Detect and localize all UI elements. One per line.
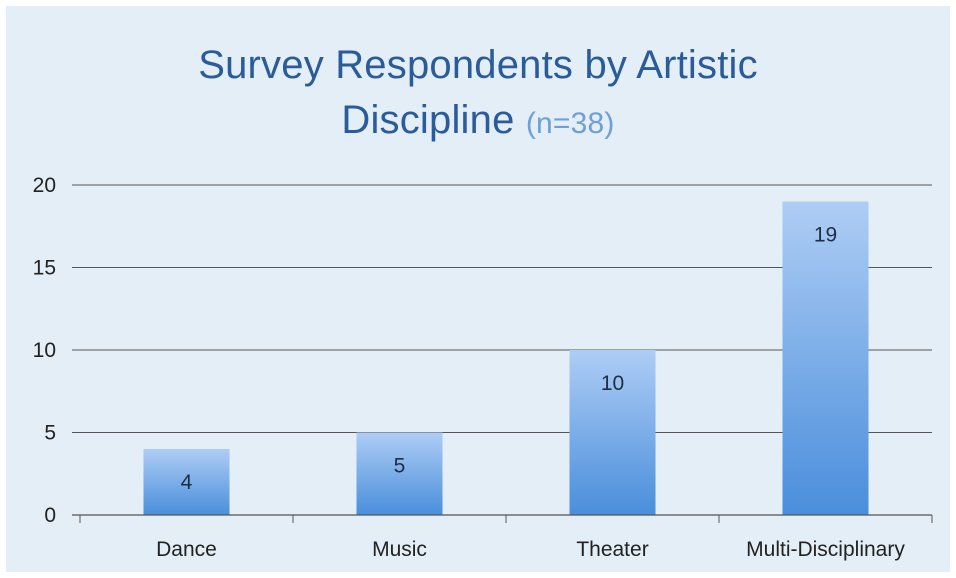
data-labels: 4 5 10 19 [181, 224, 838, 495]
x-category-label-dance: Dance [156, 538, 217, 561]
y-tick-label-20: 20 [33, 174, 56, 197]
x-axis-category-labels: Dance Music Theater Multi-Disciplinary [156, 538, 905, 561]
chart-title-line-2-text: Discipline [341, 98, 515, 142]
y-axis-tick-labels: 0 5 10 15 20 [33, 174, 56, 527]
bars [143, 201, 869, 515]
bar-multi-disciplinary [782, 201, 869, 515]
chart-subtitle: (n=38) [525, 107, 615, 140]
x-axis [72, 514, 933, 523]
y-tick-label-0: 0 [44, 504, 56, 527]
data-label-theater: 10 [601, 372, 624, 395]
data-label-dance: 4 [181, 471, 193, 494]
bar-theater [569, 350, 656, 515]
y-tick-label-15: 15 [33, 257, 56, 280]
chart-title-line-2: Discipline (n=38) [0, 93, 956, 151]
y-tick-label-10: 10 [33, 339, 56, 362]
x-category-label-multi-disciplinary: Multi-Disciplinary [746, 538, 905, 561]
data-label-multi-disciplinary: 19 [814, 224, 837, 247]
chart-title: Survey Respondents by Artistic Disciplin… [0, 38, 956, 151]
bar-dance [143, 449, 230, 515]
y-tick-label-5: 5 [44, 422, 56, 445]
x-category-label-music: Music [372, 538, 427, 561]
bar-music [356, 432, 443, 515]
data-label-music: 5 [394, 455, 406, 478]
chart-title-line-1: Survey Respondents by Artistic [198, 43, 758, 87]
x-category-label-theater: Theater [576, 538, 648, 561]
